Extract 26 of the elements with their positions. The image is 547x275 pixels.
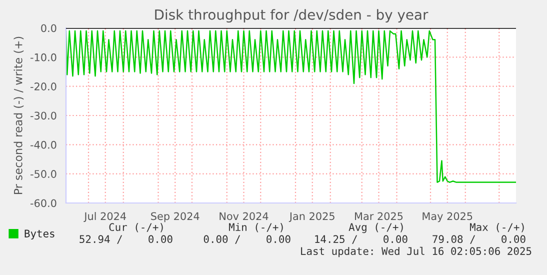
x-tick-label: Jan 2025 [288,212,334,222]
y-tick-label: -40.0 [30,140,56,149]
x-tick-label: Nov 2024 [220,212,268,220]
y-tick-label: 0.0 [41,24,56,32]
y-tick-label: -10.0 [30,53,56,62]
y-tick-label: -60.0 [30,199,56,208]
y-tick-label: -20.0 [30,82,56,90]
text: 14.25 / 0.00 [315,235,408,244]
y-tick-label: -30.0 [30,112,56,120]
text: Min (-/+) [228,222,283,232]
text: Cur (-/+) [109,223,163,232]
y-tick-label: -50.0 [30,170,56,178]
text: Avg (-/+) [348,222,403,234]
y-axis-title: Pr second read (-) / write (+) [14,36,24,194]
text: Max (-/+) [470,223,524,232]
x-tick-label: Sep 2024 [151,212,200,222]
text: 79.08 / 0.00 [432,235,526,244]
chart-title: Disk throughput for /dev/sden - by year [155,9,428,23]
text: 0.00 / 0.00 [204,235,290,244]
legend-label: Bytes [24,230,54,240]
text: Last update: Wed Jul 16 02:05:06 2025 [301,246,532,258]
text: 52.94 / 0.00 [80,235,172,244]
line-series [66,30,516,183]
x-tick-label: Jul 2024 [84,212,126,222]
x-tick-label: May 2025 [422,212,472,222]
x-tick-label: Mar 2025 [355,212,403,220]
